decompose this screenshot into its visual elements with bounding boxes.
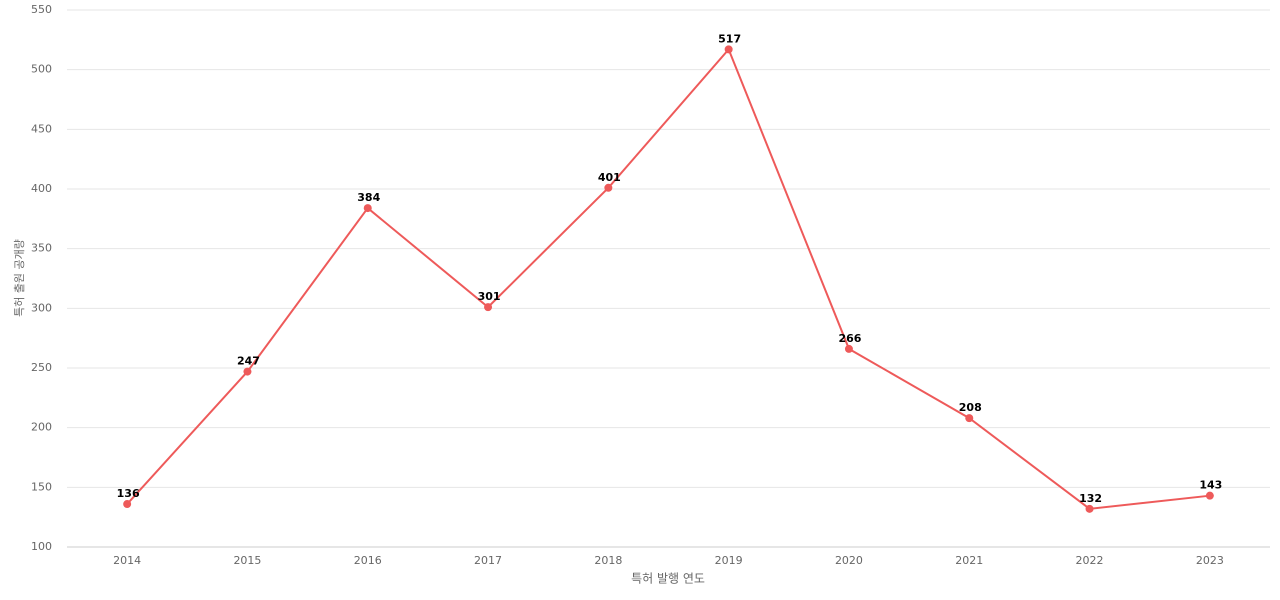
- point: [965, 414, 974, 423]
- point: [123, 500, 132, 509]
- point: [1205, 491, 1214, 500]
- x-tick-label: 2016: [354, 554, 382, 567]
- line: [126, 47, 1210, 510]
- x-tick-label: 2021: [955, 554, 983, 567]
- x-tick-label: 2018: [594, 554, 622, 567]
- x-tick-label: 2022: [1076, 554, 1104, 567]
- point: [724, 45, 733, 54]
- y-tick-label: 500: [31, 63, 52, 76]
- y-tick-label: 100: [31, 540, 52, 553]
- point: [1085, 504, 1094, 513]
- y-tick-label: 400: [31, 182, 52, 195]
- value-label: 136: [117, 487, 140, 500]
- point: [604, 183, 613, 192]
- point: [363, 204, 372, 213]
- y-tick-label: 300: [31, 301, 52, 314]
- x-tick-label: 2017: [474, 554, 502, 567]
- x-tick-label: 2023: [1196, 554, 1224, 567]
- value-label: 517: [718, 32, 741, 45]
- y-tick-label: 350: [31, 242, 52, 255]
- point: [243, 367, 252, 376]
- point: [484, 303, 493, 312]
- x-tick-label: 2020: [835, 554, 863, 567]
- x-tick-label: 2019: [715, 554, 743, 567]
- value-label: 132: [1079, 492, 1102, 505]
- y-tick-label: 200: [31, 421, 52, 434]
- value-label: 301: [478, 290, 501, 303]
- y-tick-label: 250: [31, 361, 52, 374]
- point: [844, 344, 853, 353]
- value-label: 247: [237, 355, 260, 368]
- y-tick-label: 450: [31, 122, 52, 135]
- x-tick-label: 2014: [113, 554, 141, 567]
- x-tick-label: 2015: [233, 554, 261, 567]
- y-tick-label: 150: [31, 480, 52, 493]
- value-label: 208: [959, 401, 982, 414]
- x-axis-title: 특허 발행 연도: [631, 571, 705, 586]
- value-label: 401: [598, 171, 621, 184]
- y-axis-title: 특허 출원 공개량: [13, 239, 26, 317]
- value-label: 384: [357, 191, 380, 204]
- y-tick-label: 550: [31, 3, 52, 16]
- value-label: 143: [1199, 479, 1222, 492]
- value-label: 266: [838, 332, 861, 345]
